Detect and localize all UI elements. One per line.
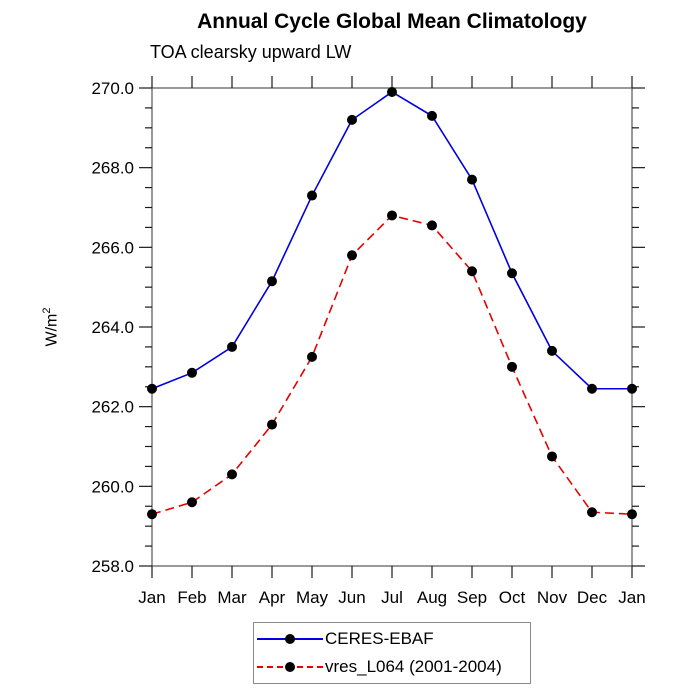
series-line (151, 91, 632, 390)
legend-marker-dot (285, 662, 295, 672)
legend-line-sample-dashed (257, 662, 323, 672)
data-point-marker (307, 190, 317, 201)
data-point-marker (627, 509, 637, 520)
x-tick-label: May (296, 588, 329, 607)
data-point-marker (587, 507, 597, 518)
legend-item-ceres-ebaf: CERES-EBAF (257, 627, 530, 651)
x-tick-label: Oct (499, 588, 526, 607)
x-tick-label: Jun (338, 588, 365, 607)
x-tick-label: Sep (457, 588, 487, 607)
axis-ticks (139, 76, 645, 578)
data-point-marker (227, 469, 237, 480)
legend: CERES-EBAF vres_L064 (2001-2004) (253, 622, 531, 684)
data-point-marker (547, 345, 557, 356)
data-point-marker (427, 110, 437, 121)
y-tick-label: 266.0 (91, 238, 134, 257)
x-tick-label: Dec (577, 588, 608, 607)
data-point-marker (307, 351, 317, 362)
data-point-marker (507, 361, 517, 372)
data-point-marker (347, 114, 357, 125)
legend-label: vres_L064 (2001-2004) (325, 657, 502, 676)
series-vres-l064 (147, 210, 637, 520)
series-ceres-ebaf (147, 86, 637, 394)
x-tick-label: Apr (259, 588, 286, 607)
data-point-marker (267, 419, 277, 430)
legend-item-vres-l064: vres_L064 (2001-2004) (257, 655, 530, 679)
y-tick-label: 270.0 (91, 79, 134, 98)
legend-marker-dot (285, 634, 295, 644)
axis-tick-labels: Jan Feb Mar Apr May Jun Jul Aug Sep Oct Nov Dec Jan2… (91, 79, 645, 607)
x-tick-label: Nov (537, 588, 568, 607)
y-tick-label: 260.0 (91, 477, 134, 496)
data-point-marker (547, 451, 557, 462)
chart-title: Annual Cycle Global Mean Climatology (197, 10, 587, 33)
data-point-marker (187, 367, 197, 378)
data-point-marker (507, 268, 517, 279)
data-point-marker (347, 250, 357, 261)
x-tick-label: Jan (618, 588, 645, 607)
x-tick-label: Jul (381, 588, 403, 607)
x-tick-label: Jan (138, 588, 165, 607)
plot-frame (151, 87, 633, 567)
data-point-marker (467, 266, 477, 277)
y-tick-label: 258.0 (91, 557, 134, 576)
data-point-marker (387, 210, 397, 221)
data-point-marker (227, 341, 237, 352)
data-point-marker (467, 174, 477, 185)
legend-line-sample-solid (257, 634, 323, 644)
data-point-marker (427, 220, 437, 231)
data-point-marker (267, 276, 277, 287)
x-tick-label: Feb (177, 588, 206, 607)
data-point-marker (387, 86, 397, 97)
x-tick-label: Mar (217, 588, 247, 607)
data-point-marker (147, 509, 157, 520)
y-tick-label: 262.0 (91, 398, 134, 417)
chart-subtitle: TOA clearsky upward LW (150, 42, 352, 62)
x-tick-label: Aug (417, 588, 447, 607)
data-point-marker (587, 383, 597, 394)
data-point-marker (147, 383, 157, 394)
data-point-marker (627, 383, 637, 394)
series-line (151, 214, 633, 516)
data-point-marker (187, 497, 197, 508)
y-tick-label: 268.0 (91, 159, 134, 178)
legend-label: CERES-EBAF (325, 629, 434, 648)
y-tick-label: 264.0 (91, 318, 134, 337)
